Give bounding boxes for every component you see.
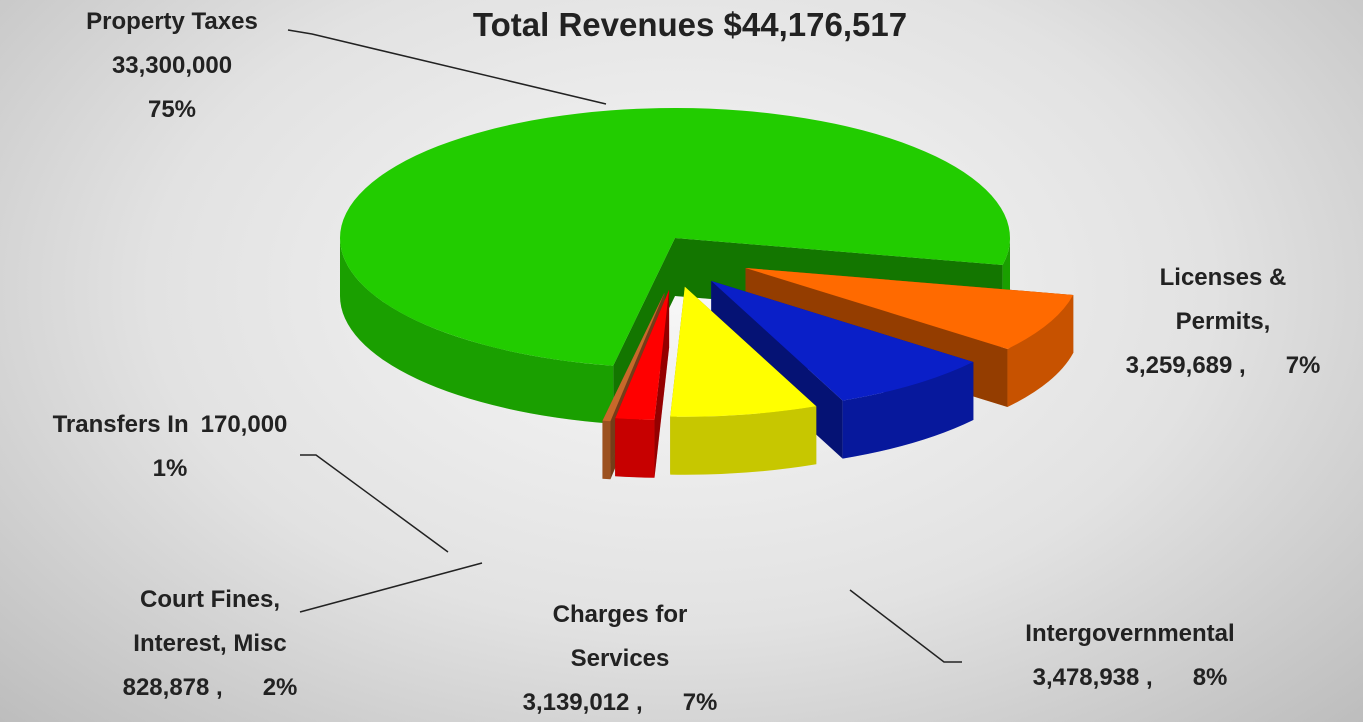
value-label: 3,139,012 , bbox=[522, 689, 643, 716]
value-label: 3,478,938 , bbox=[1032, 664, 1153, 691]
leader-line bbox=[849, 589, 962, 663]
slice-label: Transfers In 170,000 1% bbox=[0, 403, 340, 491]
category-label: Transfers In bbox=[52, 411, 189, 438]
slice-side bbox=[842, 362, 974, 459]
category-label: Intergovernmental bbox=[1025, 620, 1235, 647]
slice-group bbox=[615, 289, 670, 478]
category-label: Licenses & Permits, bbox=[1159, 264, 1287, 335]
value-label: 3,259,689 , bbox=[1125, 352, 1246, 379]
slice bbox=[340, 107, 1011, 366]
percent-label: 8% bbox=[1192, 664, 1228, 691]
leader-line bbox=[300, 454, 449, 553]
slice bbox=[711, 280, 974, 401]
slice-label: Court Fines, Interest, Misc 828,878 , 2% bbox=[65, 578, 355, 710]
slice bbox=[745, 267, 1074, 350]
value-label: 170,000 bbox=[200, 411, 288, 438]
category-label: Property Taxes bbox=[86, 8, 258, 35]
leader-lines bbox=[287, 29, 962, 663]
slice-group bbox=[670, 286, 817, 475]
slice bbox=[602, 292, 665, 422]
leader-line bbox=[299, 562, 483, 613]
slice-side-shade bbox=[670, 406, 817, 475]
slice-side-shade bbox=[1007, 295, 1074, 408]
percent-label: 1% bbox=[152, 455, 188, 482]
slice-side bbox=[1007, 295, 1074, 408]
slice-side-shade bbox=[602, 420, 611, 480]
slice bbox=[615, 289, 670, 420]
leader-line bbox=[287, 29, 607, 105]
slice-side bbox=[615, 418, 655, 478]
category-label: Charges for Services bbox=[552, 601, 688, 672]
category-label: Court Fines, Interest, Misc bbox=[133, 586, 287, 657]
value-label: 33,300,000 bbox=[111, 52, 233, 79]
slice-side-shade bbox=[842, 362, 974, 459]
slice-label: Licenses & Permits, 3,259,689 , 7% bbox=[1083, 256, 1363, 388]
chart-title: Total Revenues $44,176,517 bbox=[472, 6, 908, 43]
slice bbox=[670, 286, 817, 417]
slice-side bbox=[602, 420, 611, 480]
slice-label: Property Taxes 33,300,000 75% bbox=[42, 0, 302, 132]
slice-side-shade bbox=[615, 418, 655, 478]
percent-label: 7% bbox=[1285, 352, 1321, 379]
percent-label: 75% bbox=[147, 96, 197, 123]
percent-label: 2% bbox=[262, 674, 298, 701]
slice-side bbox=[670, 406, 817, 475]
value-label: 828,878 , bbox=[122, 674, 223, 701]
percent-label: 7% bbox=[682, 689, 718, 716]
slice-side-shade bbox=[340, 238, 614, 424]
slice-label: Intergovernmental 3,478,938 , 8% bbox=[960, 612, 1300, 700]
slice-side bbox=[340, 238, 614, 424]
slice-label: Charges for Services 3,139,012 , 7% bbox=[470, 593, 770, 725]
